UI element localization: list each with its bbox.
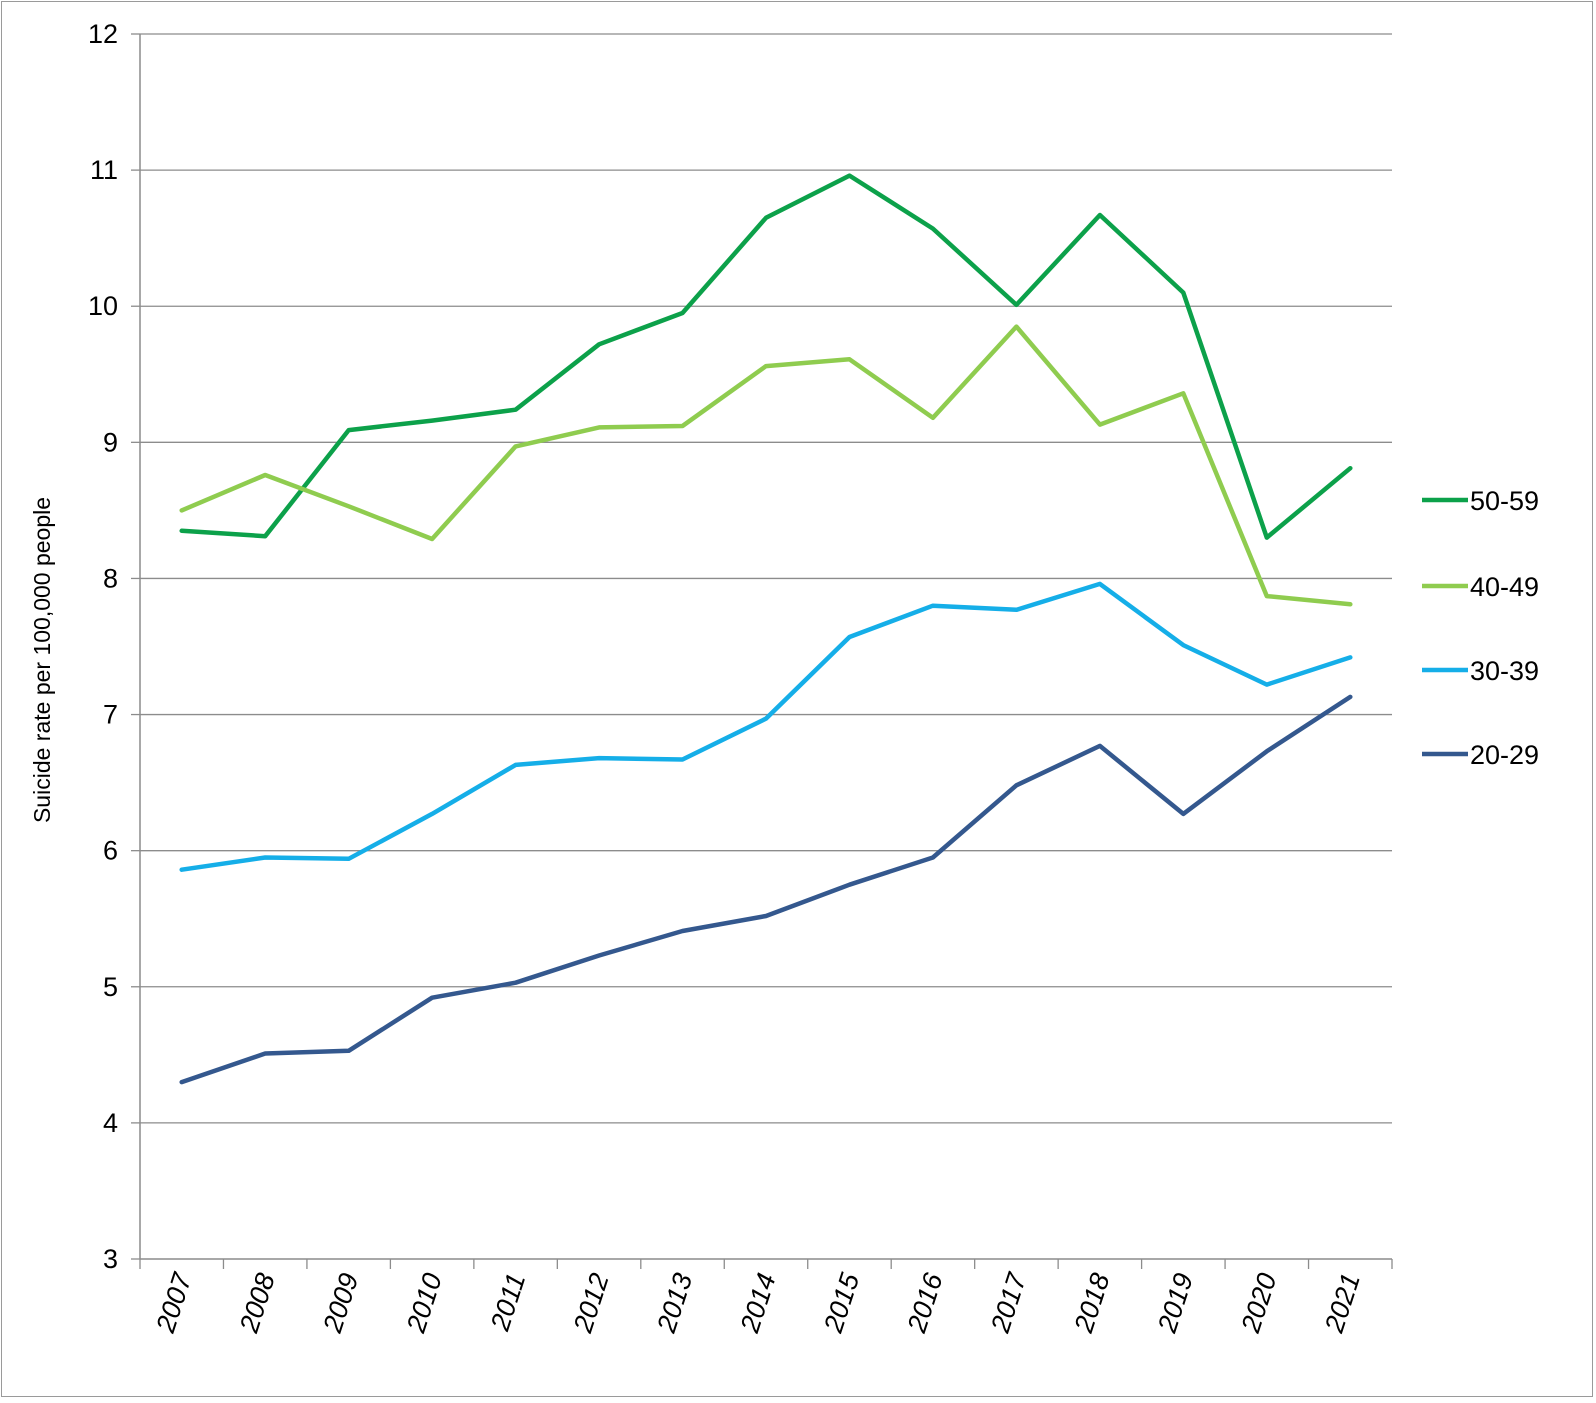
y-tick-label: 3: [103, 1244, 118, 1274]
legend-label: 30-39: [1470, 656, 1539, 686]
series-line-50-59: [179, 173, 1353, 540]
axes: [131, 33, 1393, 1269]
y-tick-labels: 3 4 5 6 7 8 9 10 11 12: [88, 19, 118, 1274]
x-tick-label: 2008: [234, 1270, 281, 1337]
y-tick-label: 9: [103, 427, 118, 457]
y-tick-label: 8: [103, 563, 118, 593]
y-tick-label: 11: [90, 155, 118, 185]
y-tick-label: 6: [103, 836, 118, 866]
y-tick-label: 4: [103, 1108, 118, 1138]
x-tick-label: 2012: [567, 1270, 614, 1337]
x-tick-label: 2019: [1152, 1270, 1199, 1337]
x-tick-label: 2021: [1319, 1270, 1366, 1337]
series-line-20-29: [179, 694, 1353, 1085]
x-tick-label: 2017: [985, 1269, 1033, 1337]
gridlines: [140, 33, 1392, 1124]
x-tick-labels: 2007 2008 2009 2010 2011 2012 2013 2014 2015 2016…: [150, 1269, 1366, 1337]
y-tick-label: 5: [103, 972, 118, 1002]
y-axis-label: Suicide rate per 100,000 people: [29, 497, 55, 823]
x-tick-label: 2007: [150, 1269, 198, 1337]
x-tick-label: 2016: [901, 1269, 949, 1337]
series-line-30-39: [179, 581, 1353, 872]
x-tick-label: 2010: [400, 1270, 447, 1337]
legend-label: 20-29: [1470, 740, 1539, 770]
legend: 50-59 40-49 30-39 20-29: [1422, 486, 1539, 770]
x-tick-label: 2014: [734, 1270, 781, 1337]
legend-label: 50-59: [1470, 486, 1539, 516]
x-tick-label: 2020: [1235, 1270, 1282, 1337]
y-tick-label: 10: [88, 291, 118, 321]
x-tick-label: 2011: [485, 1270, 532, 1335]
x-tick-label: 2009: [317, 1270, 364, 1337]
y-tick-label: 7: [103, 700, 118, 730]
legend-label: 40-49: [1470, 572, 1539, 602]
series-lines: [179, 173, 1353, 1085]
series-line-40-49: [179, 324, 1353, 607]
y-tick-label: 12: [88, 19, 118, 49]
x-tick-label: 2015: [818, 1269, 866, 1337]
x-tick-label: 2018: [1068, 1270, 1115, 1337]
x-tick-label: 2013: [651, 1270, 698, 1337]
